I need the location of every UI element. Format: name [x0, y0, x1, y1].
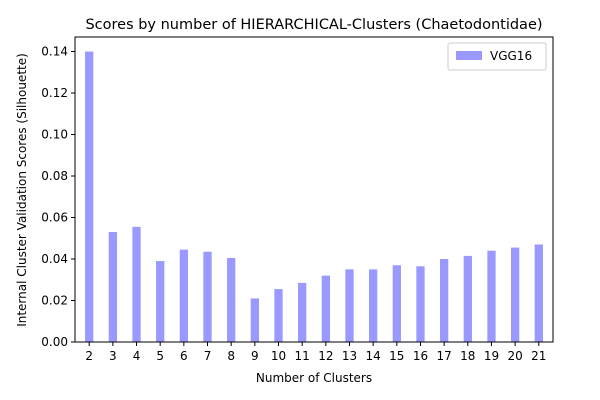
y-tick-label: 0.10 [41, 128, 68, 142]
legend: VGG16 [447, 42, 547, 71]
x-tick-label: 11 [295, 349, 310, 363]
y-tick-label: 0.08 [41, 169, 68, 183]
x-tick-label: 4 [133, 349, 141, 363]
x-tick-label: 8 [227, 349, 235, 363]
bar-17 [440, 259, 449, 342]
y-tick-label: 0.02 [41, 294, 68, 308]
x-tick-label: 6 [180, 349, 188, 363]
x-axis-label: Number of Clusters [256, 371, 372, 385]
y-tick-label: 0.14 [41, 45, 68, 59]
x-tick-label: 3 [109, 349, 117, 363]
x-tick-label: 17 [437, 349, 452, 363]
x-tick-label: 18 [460, 349, 475, 363]
x-tick-label: 15 [389, 349, 404, 363]
x-tick-label: 16 [413, 349, 428, 363]
plot-frame [74, 36, 554, 343]
bar-15 [392, 265, 401, 342]
bars-group [85, 51, 543, 343]
y-tick-label: 0.04 [41, 252, 68, 266]
x-tick-label: 13 [342, 349, 357, 363]
chart-title: Scores by number of HIERARCHICAL-Cluster… [85, 17, 542, 33]
bar-14 [369, 269, 378, 342]
bar-8 [227, 257, 236, 342]
bar-21 [534, 244, 543, 342]
bar-2 [85, 51, 94, 343]
y-tick-label: 0.06 [41, 211, 68, 225]
bar-12 [321, 275, 330, 342]
x-tick-label: 2 [85, 349, 93, 363]
bar-20 [510, 247, 520, 342]
x-tick-label: 5 [156, 349, 164, 363]
x-tick-label: 14 [366, 349, 381, 363]
bar-3 [108, 232, 118, 342]
x-tick-label: 9 [251, 349, 259, 363]
x-tick-label: 20 [507, 349, 522, 363]
bar-16 [416, 266, 425, 342]
x-tick-label: 7 [204, 349, 212, 363]
x-tick-label: 19 [484, 349, 499, 363]
bar-6 [179, 249, 188, 342]
x-tick-label: 12 [318, 349, 333, 363]
bar-19 [487, 250, 496, 342]
x-tick-label: 21 [531, 349, 546, 363]
bar-5 [156, 261, 165, 342]
legend-frame [447, 42, 547, 71]
legend-label-vgg16: VGG16 [490, 49, 532, 63]
y-axis-ticks: 0.00 0.02 0.04 0.06 0.08 0.10 0.12 0.14 [41, 45, 75, 349]
y-tick-label: 0.00 [41, 335, 68, 349]
bar-11 [298, 282, 307, 342]
bar-4 [132, 226, 141, 342]
y-axis-label: Internal Cluster Validation Scores (Silh… [15, 53, 29, 327]
legend-swatch [456, 51, 482, 60]
bar-10 [274, 289, 283, 342]
y-tick-label: 0.12 [41, 86, 68, 100]
bar-7 [203, 251, 212, 342]
bar-13 [345, 269, 354, 342]
x-tick-label: 10 [271, 349, 286, 363]
x-axis-ticks: 2 3 4 5 6 7 8 9 10 11 12 13 14 15 16 17 18 19 20 21 [85, 342, 546, 363]
bar-18 [463, 255, 472, 342]
bar-9 [250, 298, 259, 342]
